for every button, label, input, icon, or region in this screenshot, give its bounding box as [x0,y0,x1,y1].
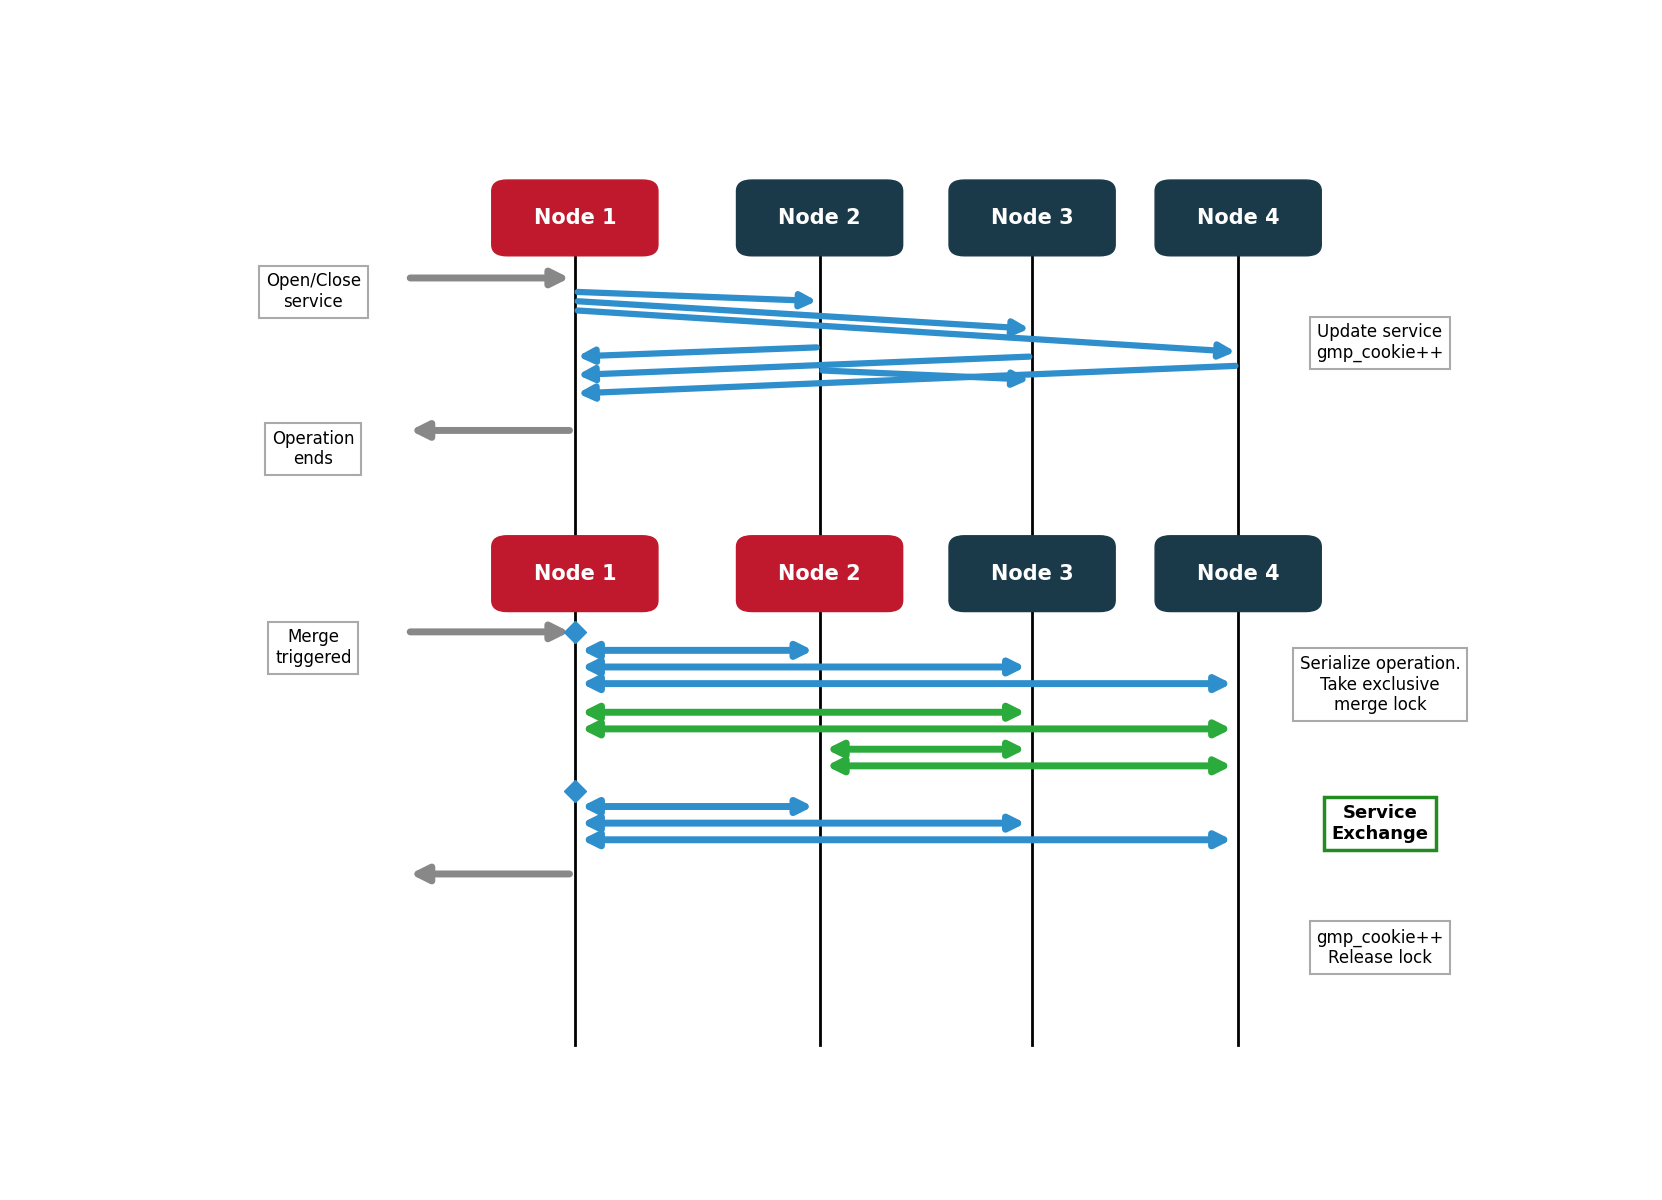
FancyArrowPatch shape [417,868,570,881]
FancyArrowPatch shape [590,800,804,812]
FancyArrowPatch shape [590,661,1017,673]
FancyArrowPatch shape [590,817,1017,829]
Text: Node 1: Node 1 [534,564,617,583]
Text: Serialize operation.
Take exclusive
merge lock: Serialize operation. Take exclusive merg… [1300,655,1461,714]
Text: Node 3: Node 3 [991,208,1074,228]
FancyArrowPatch shape [578,292,809,306]
Text: Node 1: Node 1 [534,208,617,228]
Text: Update service
gmp_cookie++: Update service gmp_cookie++ [1316,323,1444,362]
FancyBboxPatch shape [736,180,902,256]
FancyArrowPatch shape [590,834,1223,846]
Text: Node 3: Node 3 [991,564,1074,583]
Text: Node 4: Node 4 [1197,564,1280,583]
FancyArrowPatch shape [578,301,1022,334]
Text: Node 4: Node 4 [1197,208,1280,228]
FancyArrowPatch shape [585,366,1235,398]
FancyArrowPatch shape [578,311,1228,356]
FancyArrowPatch shape [590,706,1017,719]
FancyArrowPatch shape [823,371,1022,385]
FancyBboxPatch shape [1155,180,1321,256]
FancyBboxPatch shape [736,535,902,612]
FancyBboxPatch shape [949,180,1115,256]
FancyArrowPatch shape [585,347,816,361]
Text: Open/Close
service: Open/Close service [266,272,361,311]
Text: Node 2: Node 2 [778,564,861,583]
Text: Merge
triggered: Merge triggered [276,628,352,667]
FancyArrowPatch shape [585,356,1029,380]
FancyArrowPatch shape [590,678,1223,690]
FancyBboxPatch shape [492,535,658,612]
Text: gmp_cookie++
Release lock: gmp_cookie++ Release lock [1316,929,1444,967]
FancyArrowPatch shape [411,271,562,284]
FancyBboxPatch shape [1155,535,1321,612]
FancyArrowPatch shape [590,722,1223,736]
FancyArrowPatch shape [411,625,562,638]
Text: Node 2: Node 2 [778,208,861,228]
Text: Operation
ends: Operation ends [273,430,354,468]
FancyArrowPatch shape [417,424,570,437]
FancyBboxPatch shape [492,180,658,256]
FancyArrowPatch shape [834,760,1223,772]
FancyArrowPatch shape [834,743,1017,755]
FancyArrowPatch shape [590,644,804,656]
FancyBboxPatch shape [949,535,1115,612]
Text: Service
Exchange: Service Exchange [1331,804,1428,842]
